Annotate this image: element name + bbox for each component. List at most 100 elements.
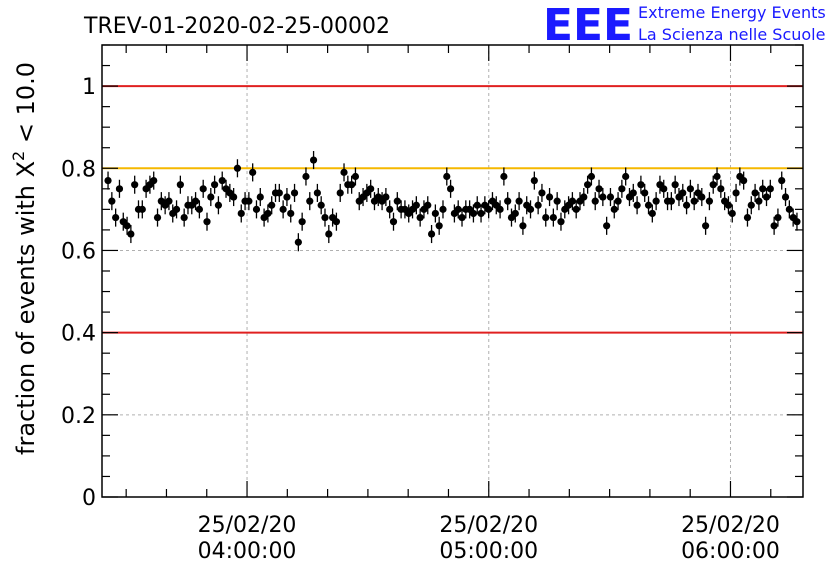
data-point — [230, 193, 238, 201]
data-point — [534, 201, 542, 209]
data-point — [367, 185, 375, 193]
logo-line-2: La Scienza nelle Scuole — [638, 25, 825, 44]
x-tick-date: 25/02/20 — [439, 513, 538, 538]
y-tick-label: 0.8 — [61, 157, 96, 182]
x-tick-time: 05:00:00 — [439, 539, 538, 564]
data-point — [702, 222, 710, 230]
data-point — [610, 205, 618, 213]
data-point — [743, 213, 752, 222]
logo-line-1: Extreme Energy Events — [638, 3, 826, 22]
data-point — [237, 209, 245, 218]
data-point — [131, 181, 139, 189]
data-point — [709, 181, 717, 189]
data-point — [652, 197, 660, 205]
data-point — [275, 189, 283, 197]
grid-lines — [102, 45, 803, 497]
data-point — [104, 177, 112, 185]
data-point — [199, 185, 207, 193]
data-point — [332, 218, 341, 226]
data-point — [724, 201, 733, 209]
data-point — [416, 213, 424, 222]
data-point — [671, 181, 679, 189]
data-point — [138, 205, 146, 213]
data-point — [584, 181, 592, 189]
data-point — [587, 172, 596, 181]
data-point — [207, 193, 215, 201]
data-point — [386, 205, 394, 213]
data-point — [211, 181, 219, 189]
data-point — [728, 209, 736, 218]
data-point — [252, 205, 261, 213]
y-tick-label: 0 — [82, 486, 96, 511]
data-point — [774, 213, 782, 222]
data-point — [595, 185, 603, 193]
data-point — [549, 213, 557, 222]
data-point — [778, 177, 786, 185]
data-point — [454, 205, 462, 213]
data-point — [123, 222, 131, 230]
x-tick-time: 04:00:00 — [198, 539, 297, 564]
data-point — [530, 177, 538, 185]
data-point — [542, 213, 550, 222]
data-point — [682, 201, 691, 209]
chart-title: TREV-01-2020-02-25-00002 — [83, 14, 390, 39]
y-tick-label: 0.2 — [61, 404, 96, 429]
data-point — [622, 172, 630, 181]
y-tick-label: 0.6 — [61, 239, 96, 264]
data-point — [321, 213, 329, 222]
data-point — [306, 197, 314, 205]
data-point — [538, 189, 546, 197]
x-tick-date: 25/02/20 — [198, 513, 297, 538]
data-point — [172, 205, 181, 213]
data-point — [747, 201, 755, 209]
data-point — [153, 213, 162, 222]
data-point — [245, 197, 253, 205]
data-point — [249, 168, 257, 176]
data-point — [393, 197, 401, 205]
data-point — [515, 197, 523, 205]
data-points — [104, 151, 801, 252]
data-point — [667, 197, 675, 205]
data-point — [112, 213, 120, 222]
data-point — [176, 181, 184, 189]
data-point — [641, 189, 649, 197]
logo-letters: EEE — [543, 0, 633, 51]
data-point — [446, 185, 455, 193]
data-point — [389, 218, 398, 226]
data-point — [427, 230, 436, 238]
data-point — [504, 197, 512, 205]
data-point — [732, 189, 740, 197]
data-point — [150, 177, 158, 185]
data-point — [477, 209, 485, 218]
data-point — [443, 172, 451, 181]
data-point — [755, 197, 763, 205]
y-tick-label: 1 — [82, 75, 96, 100]
data-point — [637, 181, 645, 189]
x-tick-time: 06:00:00 — [681, 539, 780, 564]
data-point — [233, 164, 242, 172]
data-point — [705, 197, 714, 205]
x-tick-labels: 25/02/2004:00:0025/02/2005:00:0025/02/20… — [198, 513, 780, 564]
data-point — [287, 209, 295, 218]
data-point — [290, 189, 299, 197]
data-point — [439, 205, 447, 213]
data-point — [214, 201, 223, 209]
data-point — [431, 209, 439, 218]
data-point — [108, 197, 116, 205]
data-point — [526, 205, 535, 213]
data-point — [717, 185, 725, 193]
data-point — [485, 205, 493, 213]
data-point — [519, 222, 527, 230]
x-tick-date: 25/02/20 — [681, 513, 780, 538]
data-point — [553, 197, 561, 205]
data-point — [618, 185, 626, 193]
data-point — [458, 213, 466, 222]
data-point — [606, 193, 615, 201]
eee-logo: EEE Extreme Energy Events La Scienza nel… — [543, 0, 826, 51]
data-point — [351, 172, 360, 181]
data-point — [713, 172, 721, 181]
axes — [101, 44, 804, 498]
data-point — [191, 197, 200, 205]
data-point — [180, 213, 188, 222]
